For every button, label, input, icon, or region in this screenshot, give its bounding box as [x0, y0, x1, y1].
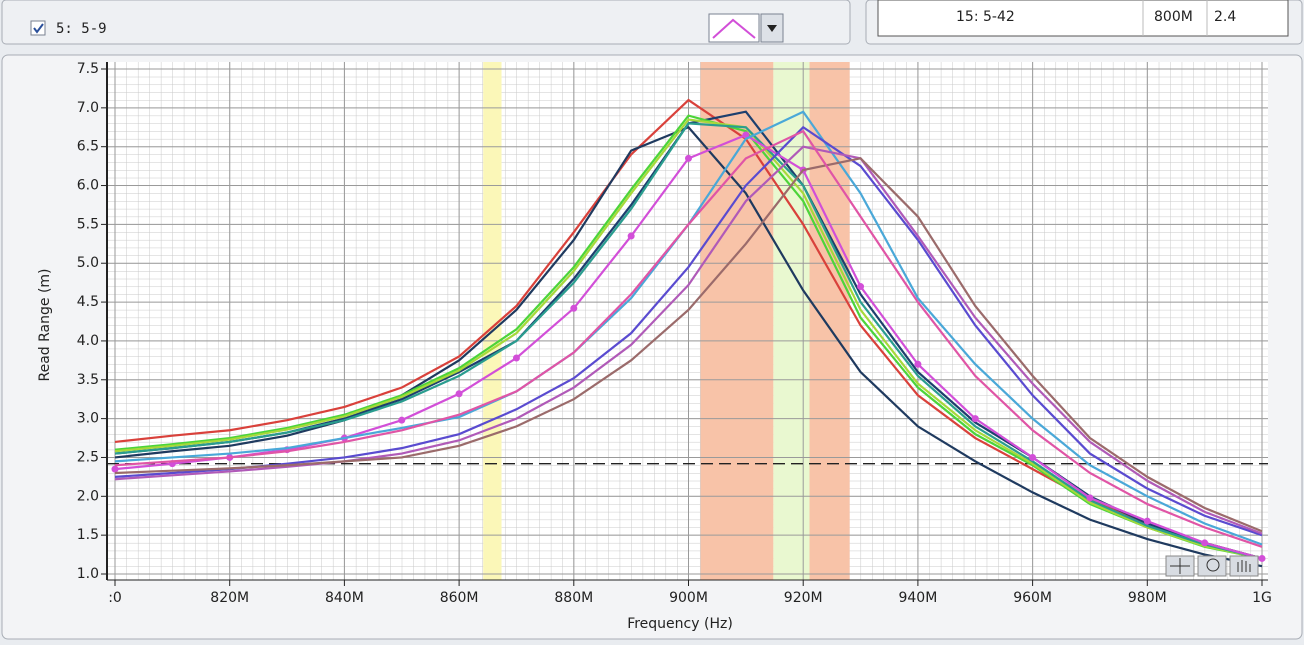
data-point [1086, 494, 1094, 502]
x-tick-label: 840M [325, 590, 364, 606]
x-tick-label: :0 [108, 590, 122, 606]
data-point [1201, 539, 1209, 547]
x-tick-label: 1G [1252, 590, 1272, 606]
x-tick-label: 940M [898, 590, 937, 606]
x-tick-label: 820M [210, 590, 249, 606]
cursor-icon [1170, 558, 1190, 574]
data-point [455, 390, 463, 398]
data-point [1029, 453, 1037, 461]
x-tick-label: 980M [1128, 590, 1167, 606]
legend-label: 5: 5-9 [56, 21, 107, 37]
data-point [971, 415, 979, 423]
y-tick-label: 2.5 [77, 449, 99, 465]
data-point [570, 304, 578, 312]
zoom-icon [1206, 558, 1220, 572]
y-tick-label: 3.5 [77, 372, 99, 388]
data-point [914, 360, 922, 368]
plot: 1.0 1.5 2.0 2.5 3.0 3.5 4.0 4.5 5.0 5.5 6.0 6.5 7.0 7… [77, 61, 1272, 606]
y-tick-label: 7.5 [77, 61, 99, 77]
x-tick-label: 900M [669, 590, 708, 606]
swatch-line [712, 18, 756, 39]
y-tick-label: 4.0 [77, 333, 99, 349]
y-tick-label: 6.5 [77, 139, 99, 155]
data-point [742, 131, 750, 139]
cursor-name: 15: 5-42 [956, 9, 1015, 25]
line-style-swatch[interactable] [708, 13, 760, 43]
x-axis-label: Frequency (Hz) [627, 616, 733, 632]
series-line [114, 118, 1263, 560]
data-point [512, 354, 520, 362]
data-point [1258, 554, 1266, 562]
frequency-band [809, 62, 850, 580]
data-point [627, 232, 635, 240]
series-line [114, 157, 1263, 533]
y-tick-label: 1.0 [77, 566, 99, 582]
cursor-y: 2.4 [1214, 9, 1236, 25]
y-tick-label: 3.0 [77, 411, 99, 427]
y-tick-label: 1.5 [77, 527, 99, 543]
series-line [114, 122, 1263, 560]
y-tick-label: 2.0 [77, 488, 99, 504]
data-point [857, 283, 865, 291]
cursor-table [877, 0, 1289, 37]
series-line [114, 129, 1263, 548]
graph-palette [1165, 555, 1259, 577]
x-tick-label: 960M [1013, 590, 1052, 606]
x-tick-label: 880M [554, 590, 593, 606]
data-point [685, 154, 692, 162]
check-mark [33, 23, 44, 34]
data-point [1143, 517, 1151, 525]
series-line [114, 125, 1263, 537]
x-tick-label: 860M [440, 590, 479, 606]
data-point [111, 465, 119, 473]
y-tick-label: 6.0 [77, 178, 99, 194]
series-line [114, 114, 1263, 560]
legend-panel [1, 0, 851, 45]
x-tick-label: 920M [784, 590, 823, 606]
data-point [398, 416, 406, 424]
y-tick-label: 5.0 [77, 255, 99, 271]
pan-icon [1237, 560, 1251, 572]
y-tick-label: 7.0 [77, 100, 99, 116]
y-tick-label: 5.5 [77, 216, 99, 232]
y-axis-label: Read Range (m) [37, 268, 53, 381]
cursor-x: 800M [1154, 9, 1193, 25]
checkbox[interactable] [30, 20, 46, 36]
zoom-tool[interactable] [1197, 555, 1227, 577]
pan-tool[interactable] [1229, 555, 1259, 577]
frequency-band [483, 62, 502, 580]
dropdown-arrow [767, 25, 777, 32]
series-line [114, 125, 1263, 568]
y-tick-label: 4.5 [77, 294, 99, 310]
